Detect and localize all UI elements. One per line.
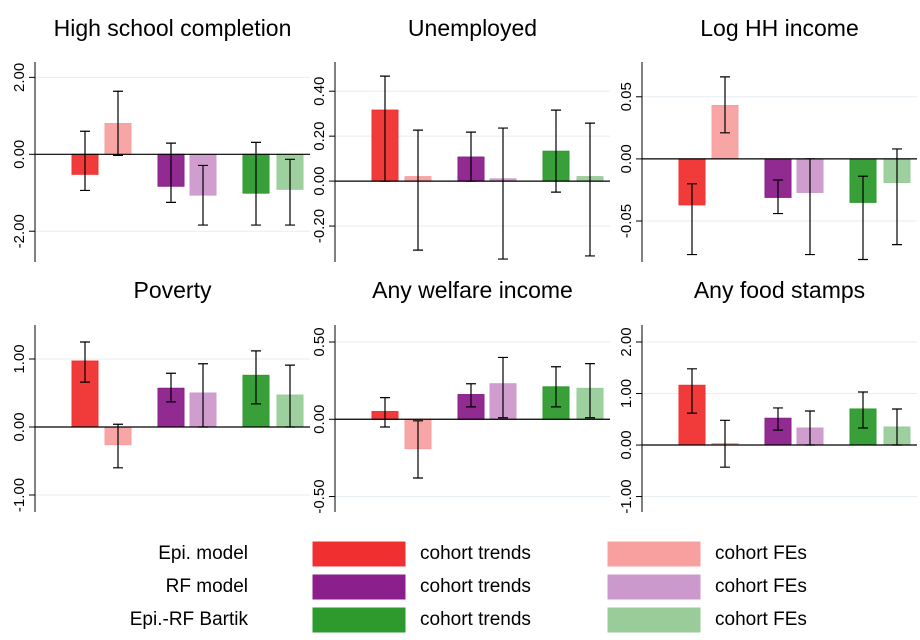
error-bar bbox=[380, 397, 390, 428]
error-bar bbox=[251, 141, 261, 226]
y-tick-label: 0.20 bbox=[311, 122, 328, 151]
chart-title: Any welfare income bbox=[372, 277, 573, 303]
legend-group-label: RF model bbox=[166, 576, 248, 597]
y-tick-label: -0.05 bbox=[618, 204, 635, 238]
error-bar bbox=[251, 350, 261, 405]
error-bar bbox=[892, 148, 902, 246]
legend-swatch bbox=[607, 607, 701, 633]
legend-label: cohort FEs bbox=[715, 609, 807, 630]
y-tick-label: 0.00 bbox=[618, 430, 635, 459]
chart-title: Unemployed bbox=[408, 15, 537, 41]
y-tick-label: 2.00 bbox=[11, 63, 28, 92]
y-tick-label: 0.00 bbox=[311, 166, 328, 195]
error-bar bbox=[551, 366, 561, 408]
error-bar bbox=[113, 423, 123, 469]
legend-swatch bbox=[312, 607, 406, 633]
error-bar bbox=[720, 419, 730, 468]
error-bar bbox=[413, 420, 423, 479]
y-tick-label: -1.00 bbox=[11, 478, 28, 512]
y-tick-label: 0.00 bbox=[11, 412, 28, 441]
bar bbox=[764, 158, 792, 198]
y-tick-label: 0.05 bbox=[618, 82, 635, 111]
y-tick-label: 1.00 bbox=[618, 379, 635, 408]
y-tick-label: 0.00 bbox=[11, 140, 28, 169]
legend-label: cohort trends bbox=[420, 576, 531, 597]
chart-title: High school completion bbox=[54, 15, 292, 41]
y-tick-label: 2.00 bbox=[618, 327, 635, 356]
legend-label: cohort FEs bbox=[715, 576, 807, 597]
error-bar bbox=[466, 383, 476, 408]
chart-title: Poverty bbox=[134, 277, 212, 303]
error-bar bbox=[80, 130, 90, 192]
error-bar bbox=[285, 158, 295, 226]
error-bar bbox=[166, 372, 176, 403]
error-bar bbox=[166, 142, 176, 203]
y-tick-label: 0.00 bbox=[311, 405, 328, 434]
error-bar bbox=[585, 363, 595, 419]
legend-group-label: Epi. model bbox=[158, 543, 248, 564]
y-tick-label: -2.00 bbox=[11, 214, 28, 248]
y-tick-label: 0.50 bbox=[311, 327, 328, 356]
y-tick-label: -1.00 bbox=[618, 479, 635, 513]
y-tick-label: 1.00 bbox=[11, 344, 28, 373]
y-tick-label: -0.20 bbox=[311, 209, 328, 243]
y-tick-label: 0.40 bbox=[311, 77, 328, 106]
error-bar bbox=[498, 127, 508, 260]
error-bar bbox=[113, 90, 123, 157]
legend-swatch bbox=[607, 541, 701, 567]
error-bar bbox=[773, 407, 783, 431]
error-bar bbox=[858, 391, 868, 429]
error-bar bbox=[585, 122, 595, 257]
error-bar bbox=[80, 341, 90, 383]
error-bar bbox=[687, 183, 697, 256]
error-bar bbox=[551, 109, 561, 193]
y-tick-label: 0.00 bbox=[618, 144, 635, 173]
legend-swatch bbox=[312, 541, 406, 567]
legend-label: cohort trends bbox=[420, 609, 531, 630]
legend-label: cohort trends bbox=[420, 543, 531, 564]
y-tick-label: -0.50 bbox=[311, 479, 328, 513]
error-bar bbox=[858, 175, 868, 261]
legend-swatch bbox=[607, 574, 701, 600]
error-bar bbox=[687, 368, 697, 414]
chart-title: Any food stamps bbox=[694, 277, 865, 303]
error-bar bbox=[773, 179, 783, 215]
error-bar bbox=[198, 164, 208, 226]
chart-title: Log HH income bbox=[700, 15, 859, 41]
legend-swatch bbox=[312, 574, 406, 600]
error-bar bbox=[413, 129, 423, 251]
error-bar bbox=[498, 356, 508, 419]
error-bar bbox=[720, 76, 730, 134]
legend-group-label: Epi.-RF Bartik bbox=[130, 609, 249, 630]
legend-label: cohort FEs bbox=[715, 543, 807, 564]
